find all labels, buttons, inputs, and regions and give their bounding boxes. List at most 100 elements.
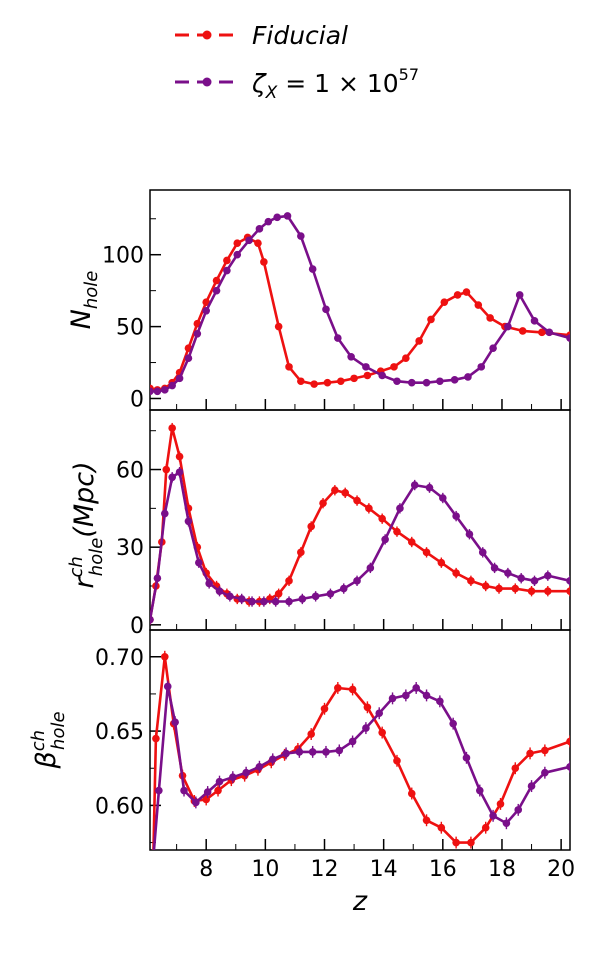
y-tick-label: 0 — [130, 387, 144, 412]
data-point-zeta — [515, 291, 524, 299]
data-point-zeta — [268, 755, 277, 764]
data-point-zeta — [308, 748, 317, 756]
data-point-fiducial — [323, 378, 332, 387]
legend-zeta-symbol: ζ — [251, 69, 267, 98]
data-point-fiducial — [348, 685, 357, 694]
data-point-fiducial — [307, 522, 315, 531]
y-tick-label: 0 — [130, 614, 144, 639]
series-group — [150, 422, 570, 625]
data-point-zeta — [412, 684, 420, 692]
data-point-zeta — [298, 595, 307, 603]
ylabel-n-hole: Nhole — [66, 271, 102, 330]
data-point-fiducial — [274, 322, 283, 331]
legend-marker-zeta — [202, 77, 212, 87]
data-point-zeta — [255, 762, 264, 771]
data-point-zeta — [226, 592, 234, 601]
data-point-fiducial — [407, 789, 416, 798]
panel-beta-hole: 0.60 0.65 0.70 8 10 12 14 16 18 20 βchhole — [28, 629, 575, 943]
data-point-zeta — [334, 334, 342, 342]
data-point-zeta — [410, 481, 419, 489]
data-point-fiducial — [453, 291, 462, 299]
data-point-zeta — [245, 236, 253, 245]
x-tick-label: 14 — [370, 857, 398, 882]
xlabel-z: z — [352, 886, 368, 917]
data-point-fiducial — [353, 496, 361, 505]
data-point-fiducial — [527, 587, 536, 595]
data-point-zeta — [180, 786, 188, 795]
y-tick-label: 0.70 — [95, 646, 144, 671]
ylabel-subscript: hole — [81, 271, 102, 310]
data-point-fiducial — [363, 371, 372, 380]
data-point-zeta — [322, 305, 330, 314]
data-point-fiducial — [285, 363, 293, 371]
data-point-zeta — [205, 579, 213, 588]
data-point-zeta — [544, 571, 552, 580]
data-point-zeta — [273, 213, 281, 222]
data-point-fiducial — [566, 587, 570, 595]
data-point-zeta — [326, 589, 335, 598]
x-tick-label: 8 — [199, 857, 213, 882]
data-point-zeta — [436, 697, 444, 706]
data-point-fiducial — [214, 786, 222, 795]
data-point-fiducial — [422, 816, 431, 825]
data-point-fiducial — [427, 315, 435, 324]
data-point-fiducial — [365, 504, 373, 513]
data-point-fiducial — [544, 587, 552, 595]
x-tick-label: 10 — [251, 857, 279, 882]
data-point-fiducial — [148, 935, 156, 943]
data-point-fiducial — [462, 288, 471, 296]
data-point-zeta — [422, 378, 431, 387]
y-tick-label: 0.65 — [95, 720, 144, 745]
data-point-zeta — [353, 577, 361, 585]
data-point-zeta — [366, 564, 375, 572]
data-point-fiducial — [363, 703, 372, 712]
data-point-fiducial — [511, 584, 520, 593]
data-point-fiducial — [422, 548, 431, 557]
data-point-fiducial — [467, 838, 475, 847]
data-point-zeta — [168, 381, 176, 390]
data-point-zeta — [514, 806, 523, 814]
data-point-fiducial — [511, 764, 520, 773]
data-point-zeta — [285, 597, 293, 606]
data-point-zeta — [175, 374, 184, 383]
data-point-zeta — [452, 512, 460, 520]
data-point-zeta — [322, 748, 330, 756]
data-point-zeta — [464, 373, 472, 381]
data-point-fiducial — [260, 258, 268, 266]
series-line-zeta — [152, 685, 570, 850]
y-tick-label: 0.60 — [95, 794, 144, 819]
data-point-fiducial — [440, 298, 449, 306]
data-point-zeta — [566, 762, 570, 771]
series-line-fiducial — [150, 236, 570, 392]
data-point-fiducial — [152, 734, 160, 743]
x-tick-label: 12 — [311, 857, 339, 882]
data-point-zeta — [436, 377, 444, 386]
data-point-fiducial — [223, 256, 231, 265]
data-point-zeta — [271, 597, 280, 606]
legend-label-fiducial: Fiducial — [252, 21, 348, 50]
data-point-zeta — [517, 574, 525, 583]
data-point-fiducial — [297, 548, 305, 557]
data-point-fiducial — [481, 823, 490, 832]
data-point-fiducial — [415, 337, 423, 345]
data-point-zeta — [348, 737, 357, 746]
data-point-zeta — [212, 286, 221, 295]
data-point-fiducial — [526, 749, 534, 758]
data-point-zeta — [362, 724, 370, 732]
data-point-fiducial — [390, 363, 398, 371]
data-point-zeta — [504, 322, 512, 331]
panel-frame — [149, 409, 571, 631]
y-tick-label: 100 — [102, 244, 144, 269]
panel-marks: 0 30 60 — [116, 422, 570, 639]
data-point-zeta — [150, 615, 154, 624]
data-point-zeta — [148, 876, 156, 884]
data-point-zeta — [150, 387, 154, 396]
ylabel-beta-hole: βchhole — [28, 711, 69, 769]
data-point-zeta — [388, 694, 397, 703]
data-point-zeta — [362, 363, 370, 371]
data-point-zeta — [192, 798, 200, 807]
data-point-zeta — [504, 569, 512, 577]
data-point-zeta — [490, 564, 499, 572]
data-point-zeta — [462, 754, 471, 762]
data-point-zeta — [530, 317, 539, 325]
